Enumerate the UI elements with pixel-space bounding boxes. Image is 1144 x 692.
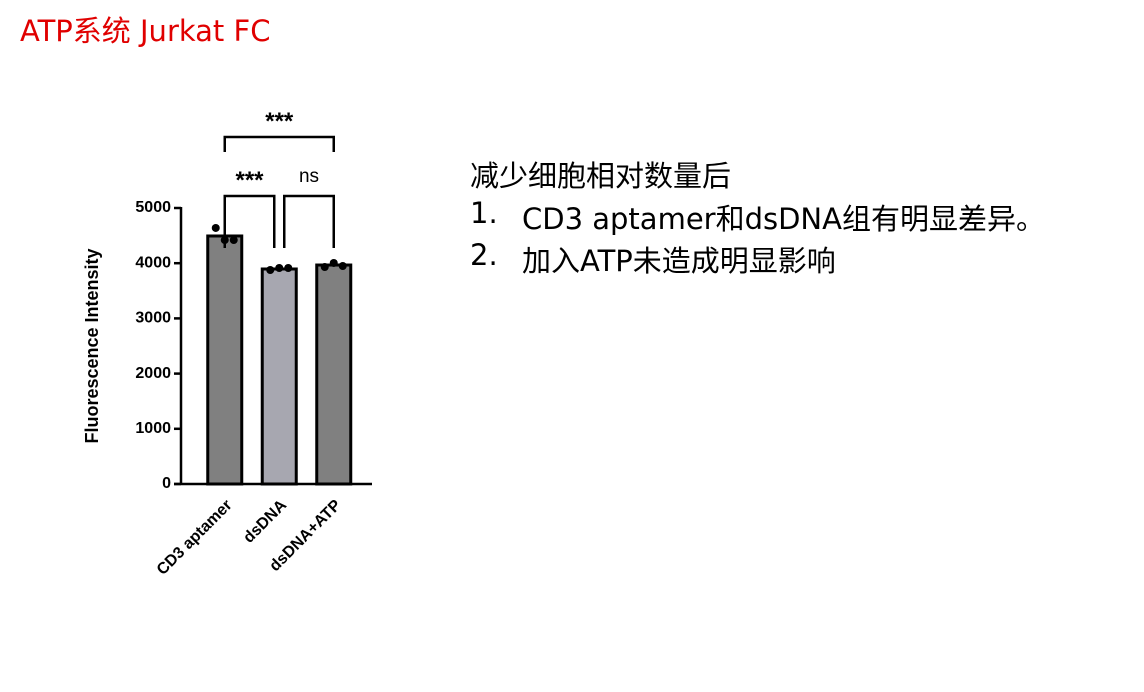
significance-label: *** xyxy=(235,167,264,194)
x-tick-label: dsDNA xyxy=(240,496,290,546)
significance-bracket xyxy=(283,194,335,248)
y-tick-label: 5000 xyxy=(135,199,171,216)
significance-label: ns xyxy=(299,166,319,187)
replicate-point xyxy=(338,262,347,271)
replicate-point xyxy=(275,264,284,273)
significance-bracket xyxy=(223,135,335,152)
slide-title: ATP系统 Jurkat FC xyxy=(20,14,271,48)
y-tick-label: 0 xyxy=(162,475,171,492)
list-number: 2. xyxy=(470,238,498,272)
bar xyxy=(206,234,244,486)
y-tick-label: 2000 xyxy=(135,365,171,382)
replicate-point xyxy=(284,264,293,273)
replicate-point xyxy=(229,236,238,245)
y-tick-label: 3000 xyxy=(135,310,171,327)
bar xyxy=(260,267,298,486)
replicate-point xyxy=(266,265,275,274)
replicate-point xyxy=(329,258,338,267)
list-item: CD3 aptamer和dsDNA组有明显差异。 xyxy=(522,202,1045,236)
replicate-point xyxy=(320,263,329,272)
y-tick-label: 4000 xyxy=(135,254,171,271)
bar xyxy=(315,263,353,486)
x-tick-label: CD3 aptamer xyxy=(154,497,236,579)
significance-label: *** xyxy=(265,108,294,135)
notes-heading: 减少细胞相对数量后 xyxy=(470,159,732,193)
list-item: 加入ATP未造成明显影响 xyxy=(522,244,836,278)
y-tick-label: 1000 xyxy=(135,420,171,437)
list-number: 1. xyxy=(470,196,498,230)
significance-bracket xyxy=(223,194,276,248)
y-axis-label: Fluorescence Intensity xyxy=(82,248,102,443)
replicate-point xyxy=(211,223,220,232)
